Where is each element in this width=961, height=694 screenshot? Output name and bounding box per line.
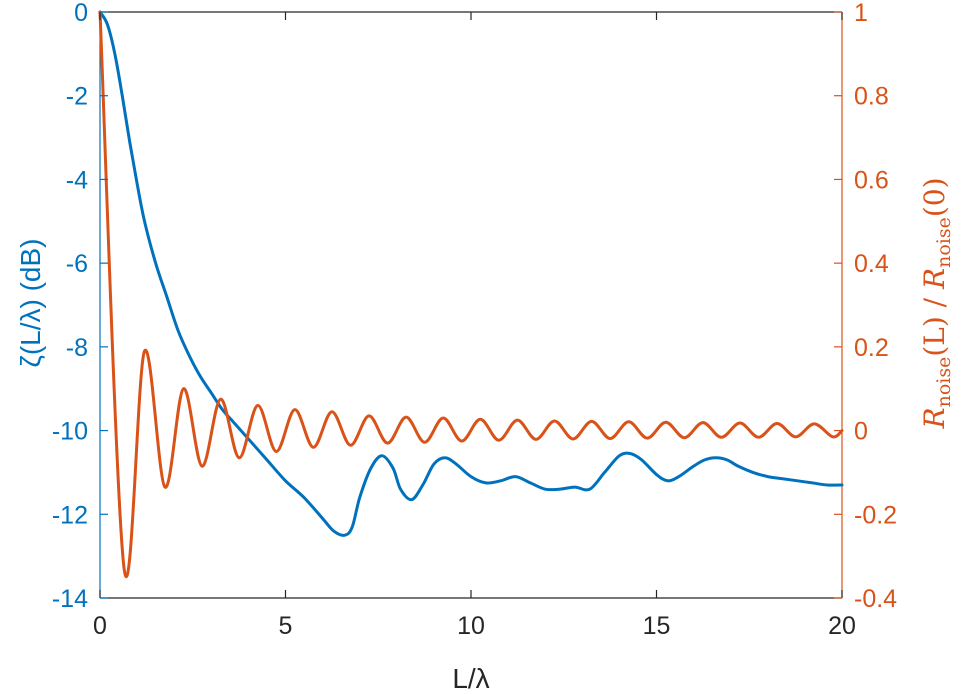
x-tick-label: 10	[457, 612, 485, 640]
y-left-tick-label: 0	[74, 0, 88, 27]
y-left-tick-label: -4	[66, 166, 88, 194]
y-right-tick-label: 0.2	[854, 334, 889, 362]
y-left-tick-label: -6	[66, 250, 88, 278]
y-axis-right-label-r: R	[918, 407, 951, 429]
y-right-tick-label: 1	[854, 0, 868, 27]
y-right-tick-label: -0.4	[854, 585, 897, 613]
y-left-tick-label: -2	[66, 83, 88, 111]
y-axis-right-label-end: (0)	[918, 177, 951, 217]
y-right-tick-label: 0.4	[854, 250, 889, 278]
y-right-tick-label: 0.6	[854, 166, 889, 194]
axes	[99, 11, 843, 599]
y-axis-left-label: ζ(L/λ) (dB)	[15, 238, 46, 367]
x-tick-label: 15	[643, 612, 671, 640]
y-left-tick-label: -14	[52, 585, 88, 613]
y-axis-right-label-sub1: noise	[933, 357, 955, 408]
series-layer	[98, 10, 844, 579]
x-axis-label: L/λ	[452, 663, 489, 694]
y-left-tick-label: -10	[52, 418, 88, 446]
y-left-tick-label: -8	[66, 334, 88, 362]
y-axis-right-label-mid: (L) /	[918, 289, 951, 357]
y-axis-right-label-r2: R	[918, 268, 951, 290]
y-axis-right-label: Rnoise(L) / Rnoise(0)	[918, 177, 955, 429]
ticks: 0 5 10 15 20 0 -2 -4 -6 -8 -10 -12 -14 1 0.8 0.6 0.4 0.2 0…	[52, 0, 897, 640]
x-tick-label: 20	[828, 612, 856, 640]
series-line-rnoise	[98, 10, 844, 579]
series-line-zeta	[98, 10, 844, 537]
y-left-tick-label: -12	[52, 501, 88, 529]
x-tick-label: 5	[279, 612, 293, 640]
y-right-tick-label: 0	[854, 418, 868, 446]
y-right-tick-label: -0.2	[854, 501, 897, 529]
y-axis-right-label-sub2: noise	[933, 217, 955, 268]
y-right-tick-label: 0.8	[854, 83, 889, 111]
x-tick-label: 0	[93, 612, 107, 640]
